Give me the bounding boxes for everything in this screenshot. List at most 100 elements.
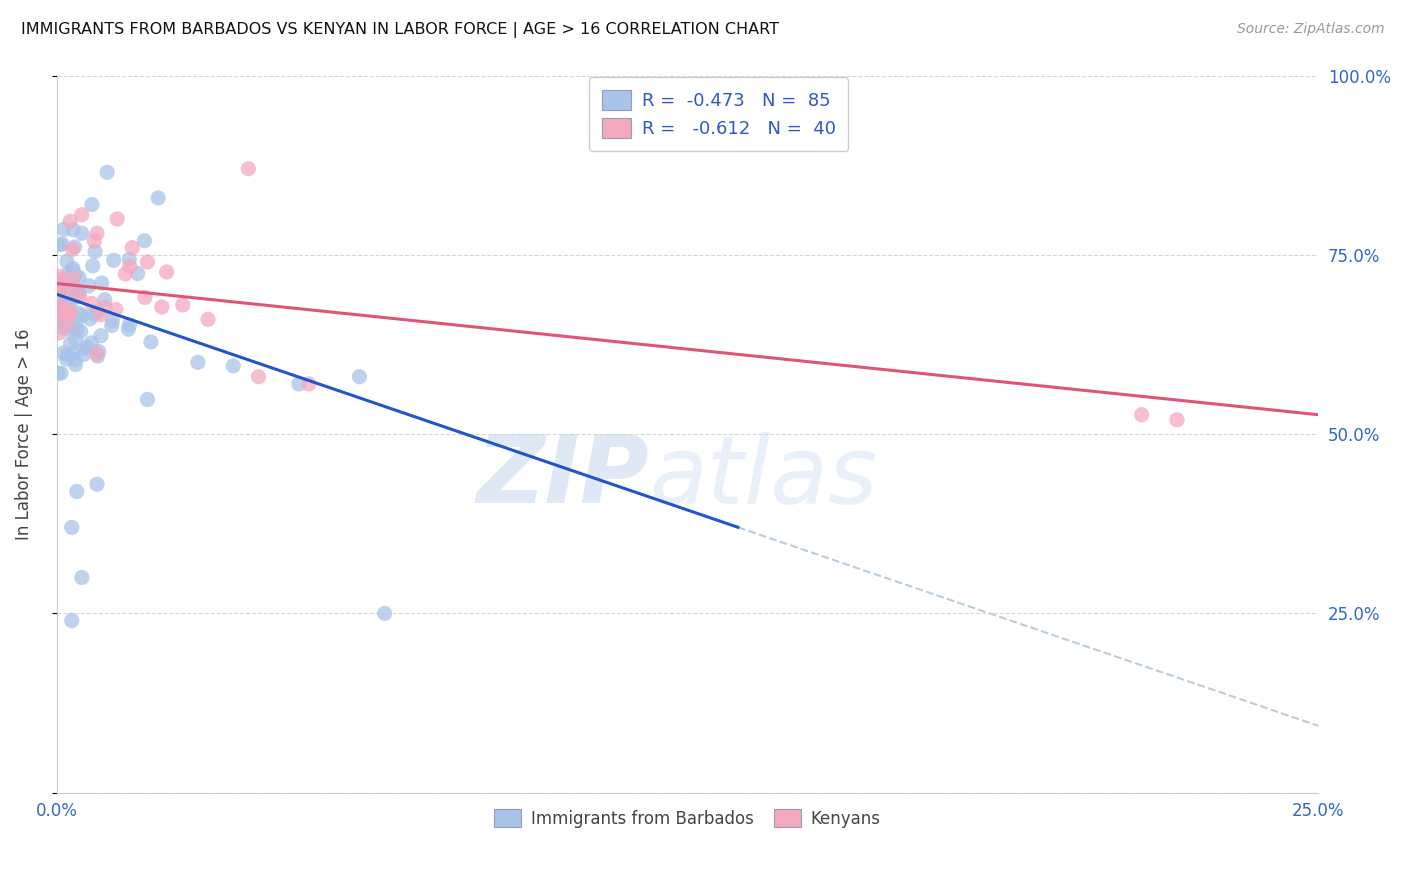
Point: [56, 318, 79, 333]
Point: [139, 334, 162, 349]
Point: [56, 298, 79, 312]
Point: [65, 333, 87, 347]
Point: [87, 344, 110, 359]
Point: [90, 276, 112, 290]
Point: [222, 359, 245, 373]
Point: [48, 300, 70, 314]
Point: [136, 255, 159, 269]
Point: [58, 266, 80, 280]
Point: [114, 267, 136, 281]
Text: atlas: atlas: [650, 432, 877, 523]
Point: [59, 306, 82, 320]
Point: [60, 243, 83, 257]
Point: [104, 302, 127, 317]
Point: [55, 308, 77, 322]
Text: ZIP: ZIP: [477, 431, 650, 523]
Point: [62, 264, 84, 278]
Point: [118, 318, 141, 332]
Point: [62, 271, 84, 285]
Point: [117, 322, 139, 336]
Point: [58, 305, 80, 319]
Point: [76, 340, 98, 354]
Text: Source: ZipAtlas.com: Source: ZipAtlas.com: [1237, 22, 1385, 37]
Point: [58, 313, 80, 327]
Point: [52, 222, 75, 236]
Point: [103, 253, 125, 268]
Point: [69, 289, 91, 303]
Point: [67, 286, 90, 301]
Point: [100, 318, 122, 333]
Point: [62, 223, 84, 237]
Point: [48, 326, 70, 340]
Point: [101, 313, 124, 327]
Point: [52, 346, 75, 360]
Point: [49, 315, 72, 329]
Point: [48, 278, 70, 293]
Y-axis label: In Labor Force | Age > 16: In Labor Force | Age > 16: [15, 328, 32, 540]
Point: [238, 161, 260, 176]
Point: [80, 197, 103, 211]
Point: [70, 208, 93, 222]
Point: [60, 520, 83, 534]
Point: [66, 484, 89, 499]
Point: [156, 265, 179, 279]
Point: [121, 241, 143, 255]
Point: [55, 351, 77, 366]
Point: [80, 296, 103, 310]
Point: [94, 301, 117, 315]
Point: [70, 227, 93, 241]
Point: [59, 296, 82, 310]
Point: [1130, 408, 1153, 422]
Point: [56, 254, 79, 268]
Point: [86, 477, 108, 491]
Point: [46, 366, 69, 380]
Point: [134, 234, 156, 248]
Point: [65, 316, 87, 330]
Point: [94, 293, 117, 307]
Point: [298, 376, 321, 391]
Point: [48, 237, 70, 252]
Point: [53, 301, 76, 316]
Point: [48, 287, 70, 301]
Point: [86, 347, 108, 361]
Point: [187, 355, 209, 369]
Point: [83, 234, 105, 248]
Point: [51, 237, 73, 252]
Point: [59, 214, 82, 228]
Point: [197, 312, 219, 326]
Point: [72, 309, 94, 323]
Point: [59, 336, 82, 351]
Point: [90, 308, 112, 322]
Point: [65, 283, 87, 297]
Point: [48, 273, 70, 287]
Point: [52, 320, 75, 334]
Point: [86, 227, 108, 241]
Point: [82, 259, 104, 273]
Point: [118, 252, 141, 267]
Point: [53, 310, 76, 325]
Point: [63, 240, 86, 254]
Point: [288, 376, 311, 391]
Point: [59, 279, 82, 293]
Point: [48, 308, 70, 322]
Point: [77, 278, 100, 293]
Point: [73, 347, 96, 361]
Point: [118, 259, 141, 273]
Point: [48, 290, 70, 304]
Point: [73, 342, 96, 356]
Point: [172, 298, 194, 312]
Legend: Immigrants from Barbados, Kenyans: Immigrants from Barbados, Kenyans: [488, 803, 887, 835]
Point: [46, 276, 69, 290]
Point: [127, 267, 149, 281]
Point: [150, 300, 173, 314]
Point: [105, 211, 128, 226]
Point: [60, 283, 83, 297]
Point: [62, 261, 84, 276]
Point: [48, 269, 70, 284]
Point: [62, 288, 84, 302]
Point: [70, 570, 93, 584]
Point: [56, 318, 79, 332]
Point: [63, 289, 86, 303]
Point: [65, 358, 87, 372]
Point: [59, 279, 82, 293]
